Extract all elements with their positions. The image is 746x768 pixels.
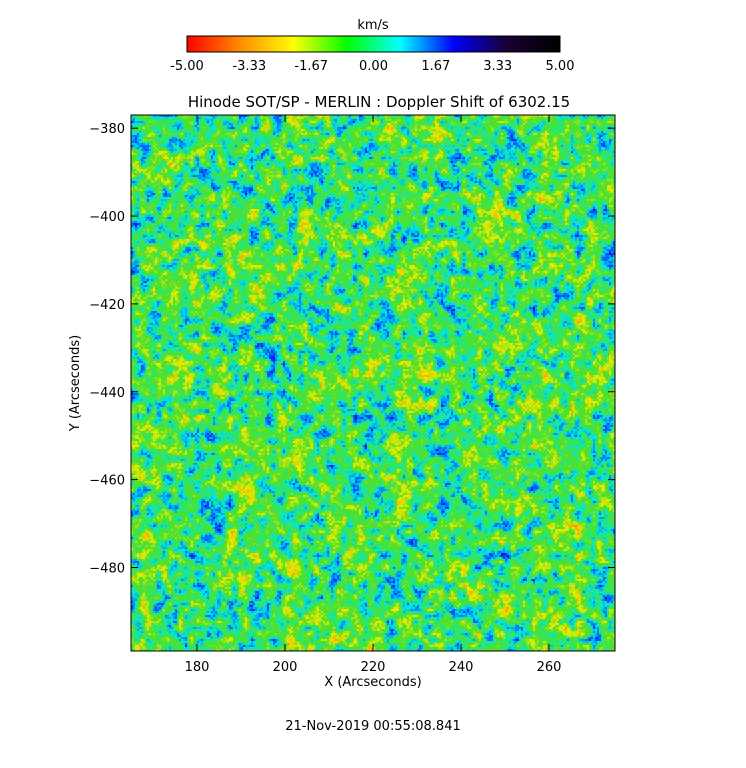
colorbar-tick-label: 1.67 — [421, 59, 450, 74]
y-tick-label: −480 — [89, 562, 125, 577]
x-tick-label: 180 — [185, 660, 210, 675]
colorbar-label: km/s — [357, 18, 389, 33]
y-tick-label: −420 — [89, 298, 125, 313]
timestamp-footer: 21-Nov-2019 00:55:08.841 — [285, 719, 461, 734]
x-axis: 180 200 220 240 260 — [185, 115, 562, 675]
y-axis: −380 −400 −420 −440 −460 −480 — [89, 122, 615, 577]
x-axis-label: X (Arcseconds) — [324, 675, 421, 690]
colorbar-tick-label: 0.00 — [359, 59, 388, 74]
x-tick-label: 260 — [537, 660, 562, 675]
heatmap-field — [131, 115, 615, 651]
colorbar-tick-label: 3.33 — [483, 59, 512, 74]
x-tick-label: 240 — [449, 660, 474, 675]
doppler-map-image — [131, 115, 615, 651]
chart-title: Hinode SOT/SP - MERLIN : Doppler Shift o… — [188, 93, 570, 111]
y-tick-label: −440 — [89, 386, 125, 401]
x-tick-label: 200 — [273, 660, 298, 675]
y-tick-label: −460 — [89, 474, 125, 489]
colorbar — [186, 35, 561, 53]
y-tick-label: −400 — [89, 210, 125, 225]
y-tick-label: −380 — [89, 122, 125, 137]
colorbar-tick-label: -3.33 — [232, 59, 266, 74]
colorbar-ticks: -5.00 -3.33 -1.67 0.00 1.67 3.33 5.00 — [170, 59, 574, 74]
colorbar-tick-label: -5.00 — [170, 59, 204, 74]
x-tick-label: 220 — [361, 660, 386, 675]
colorbar-tick-label: -1.67 — [294, 59, 328, 74]
colorbar-tick-label: 5.00 — [546, 59, 575, 74]
y-axis-label: Y (Arcseconds) — [68, 335, 83, 432]
